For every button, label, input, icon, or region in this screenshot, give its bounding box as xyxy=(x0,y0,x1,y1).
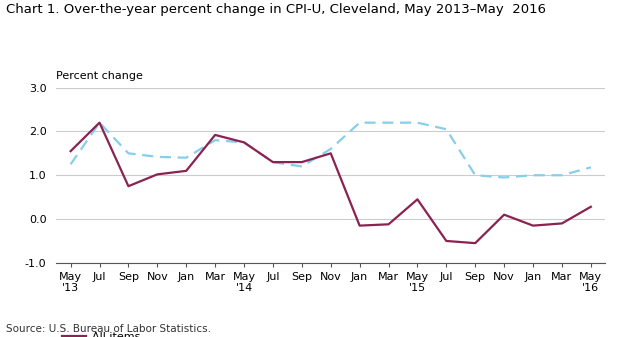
All items xyxy=(500,213,508,217)
Text: Source: U.S. Bureau of Labor Statistics.: Source: U.S. Bureau of Labor Statistics. xyxy=(6,324,212,334)
All items xyxy=(269,160,276,164)
All items xyxy=(442,239,450,243)
All items less food and energy xyxy=(125,151,132,155)
All items less food and energy xyxy=(240,140,248,144)
All items less food and energy xyxy=(500,175,508,179)
All items less food and energy xyxy=(529,173,537,177)
All items xyxy=(327,151,334,155)
All items xyxy=(240,140,248,144)
All items xyxy=(298,160,306,164)
All items xyxy=(385,222,392,226)
All items less food and energy xyxy=(327,147,334,151)
All items less food and energy xyxy=(154,155,161,159)
All items xyxy=(154,172,161,176)
Text: Chart 1. Over-the-year percent change in CPI-U, Cleveland, May 2013–May  2016: Chart 1. Over-the-year percent change in… xyxy=(6,3,546,17)
All items less food and energy xyxy=(414,121,421,125)
All items xyxy=(212,133,219,137)
Legend: All items, All items less food and energy: All items, All items less food and energ… xyxy=(62,332,260,337)
All items xyxy=(125,184,132,188)
All items less food and energy xyxy=(182,156,190,160)
All items xyxy=(182,169,190,173)
All items less food and energy xyxy=(385,121,392,125)
All items xyxy=(356,224,363,228)
All items less food and energy xyxy=(298,164,306,168)
All items less food and energy xyxy=(212,138,219,142)
All items xyxy=(414,197,421,201)
All items xyxy=(472,241,479,245)
All items less food and energy xyxy=(472,173,479,177)
All items less food and energy xyxy=(442,127,450,131)
All items less food and energy xyxy=(95,121,103,125)
All items less food and energy xyxy=(356,121,363,125)
All items less food and energy xyxy=(269,160,276,164)
All items less food and energy xyxy=(67,162,74,166)
Line: All items: All items xyxy=(71,123,591,243)
All items xyxy=(587,205,595,209)
All items xyxy=(558,221,566,225)
Text: Percent change: Percent change xyxy=(56,71,143,81)
All items xyxy=(95,121,103,125)
All items less food and energy xyxy=(558,173,566,177)
All items xyxy=(529,224,537,228)
Line: All items less food and energy: All items less food and energy xyxy=(71,123,591,177)
All items less food and energy xyxy=(587,165,595,170)
All items xyxy=(67,149,74,153)
